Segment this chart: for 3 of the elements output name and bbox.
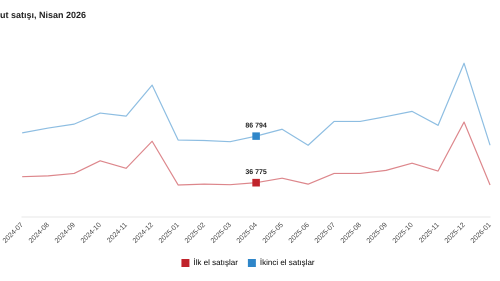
legend-label: İkinci el satışlar — [260, 258, 315, 268]
legend-label: İlk el satışlar — [193, 258, 238, 268]
chart-title: ut satışı, Nisan 2026 — [0, 10, 86, 20]
